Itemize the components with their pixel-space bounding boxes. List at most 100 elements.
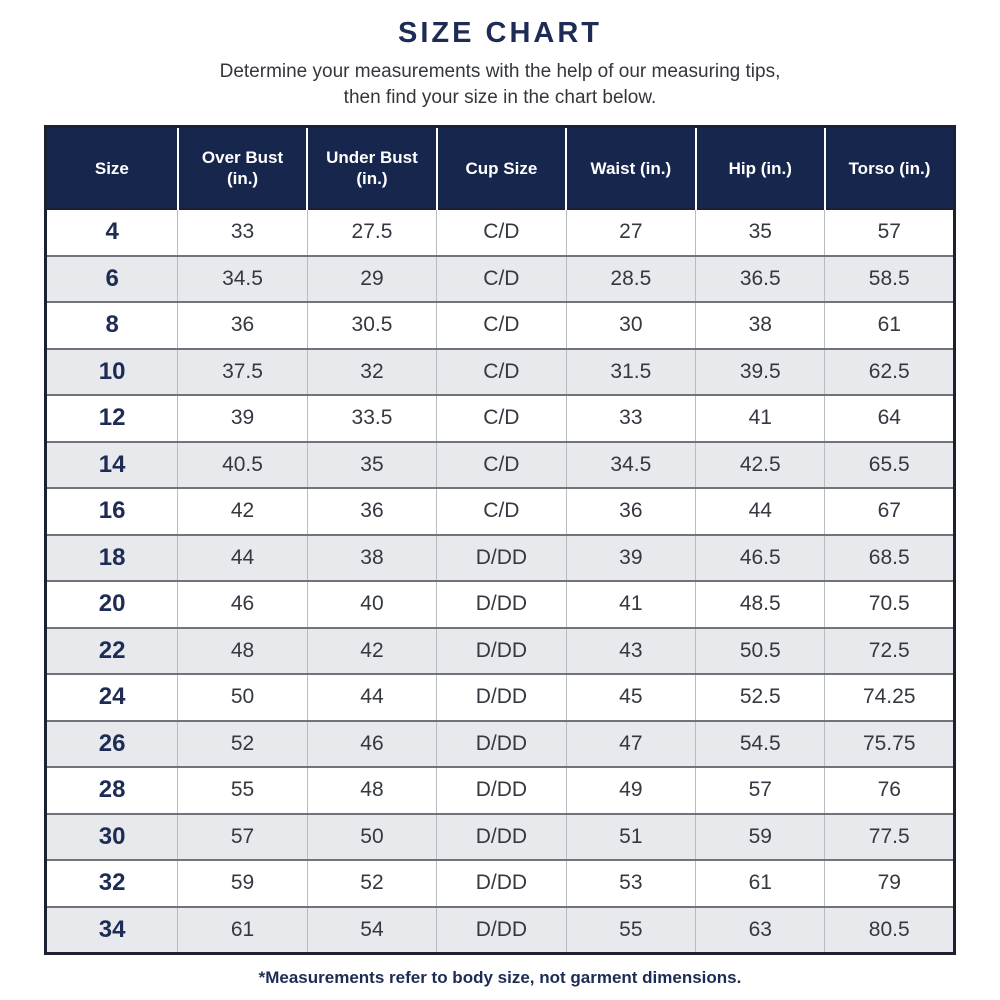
header-cell-size: Size [45, 126, 178, 209]
table-cell: 37.5 [177, 347, 308, 395]
table-cell: 79 [824, 859, 955, 907]
table-cell: 34.5 [565, 440, 696, 488]
header-cell-hip-in: Hip (in.) [694, 126, 825, 209]
size-cell: 4 [45, 208, 178, 256]
table-cell: 35 [306, 440, 437, 488]
table-cell: 47 [565, 719, 696, 767]
table-cell: 54 [306, 905, 437, 954]
table-cell: 51 [565, 812, 696, 860]
table-cell: 62.5 [824, 347, 955, 395]
header-cell-cup-size: Cup Size [435, 126, 567, 209]
table-cell: 52.5 [695, 673, 825, 721]
table-cell: 46.5 [695, 533, 825, 581]
table-cell: 50 [306, 812, 437, 860]
table-cell: 49 [565, 766, 696, 814]
table-cell: 80.5 [824, 905, 955, 954]
table-cell: 33 [565, 394, 696, 442]
size-cell: 24 [45, 673, 178, 721]
header-cell-under-bust-in: Under Bust (in.) [306, 126, 437, 209]
table-cell: 75.75 [824, 719, 955, 767]
table-cell: 55 [177, 766, 308, 814]
size-chart-table-container: Size Over Bust (in.) Under Bust (in.) Cup S… [44, 125, 956, 955]
size-cell: 14 [45, 440, 178, 488]
table-cell: 64 [824, 394, 955, 442]
table-cell: 52 [306, 859, 437, 907]
table-cell: C/D [436, 208, 567, 256]
table-cell: 36 [177, 301, 308, 349]
table-row: 16 42 36 C/D 36 44 67 [45, 487, 955, 535]
table-cell: 46 [177, 580, 308, 628]
table-cell: D/DD [436, 673, 567, 721]
table-cell: 65.5 [824, 440, 955, 488]
table-cell: 29 [306, 254, 437, 302]
size-chart-table: Size Over Bust (in.) Under Bust (in.) Cup S… [44, 125, 956, 955]
table-cell: 45 [565, 673, 696, 721]
footnote: *Measurements refer to body size, not ga… [258, 968, 742, 987]
table-cell: C/D [436, 301, 567, 349]
table-cell: 36 [306, 487, 437, 535]
table-cell: 74.25 [824, 673, 955, 721]
table-cell: 72.5 [824, 626, 955, 674]
subtitle-line-2: then find your size in the chart below. [343, 87, 657, 108]
table-row: 20 46 40 D/DD 41 48.5 70.5 [45, 580, 955, 628]
table-cell: 39.5 [695, 347, 825, 395]
table-row: 4 33 27.5 C/D 27 35 57 [45, 208, 955, 256]
table-cell: 61 [177, 905, 308, 954]
table-cell: 41 [565, 580, 696, 628]
size-cell: 20 [45, 580, 178, 628]
table-cell: 38 [306, 533, 437, 581]
table-row: 24 50 44 D/DD 45 52.5 74.25 [45, 673, 955, 721]
table-cell: D/DD [436, 812, 567, 860]
table-row: 22 48 42 D/DD 43 50.5 72.5 [45, 626, 955, 674]
size-cell: 26 [45, 719, 178, 767]
table-cell: 59 [177, 859, 308, 907]
table-cell: 42.5 [695, 440, 825, 488]
table-cell: 32 [306, 347, 437, 395]
table-cell: 48 [177, 626, 308, 674]
header-row: Size Over Bust (in.) Under Bust (in.) Cup S… [45, 126, 955, 209]
table-cell: 34.5 [177, 254, 308, 302]
subtitle-line-1: Determine your measurements with the hel… [219, 61, 781, 82]
table-cell: 28.5 [565, 254, 696, 302]
table-row: 14 40.5 35 C/D 34.5 42.5 65.5 [45, 440, 955, 488]
table-cell: 36 [565, 487, 696, 535]
size-cell: 22 [45, 626, 178, 674]
table-cell: 50 [177, 673, 308, 721]
table-row: 8 36 30.5 C/D 30 38 61 [45, 301, 955, 349]
table-row: 28 55 48 D/DD 49 57 76 [45, 766, 955, 814]
table-cell: 46 [306, 719, 437, 767]
table-cell: D/DD [436, 626, 567, 674]
table-cell: 40 [306, 580, 437, 628]
table-cell: 44 [177, 533, 308, 581]
header-cell-waist-in: Waist (in.) [565, 126, 696, 209]
table-cell: 40.5 [177, 440, 308, 488]
table-cell: 38 [695, 301, 825, 349]
table-cell: D/DD [436, 580, 567, 628]
page-title: SIZE CHART [398, 17, 602, 49]
table-cell: 53 [565, 859, 696, 907]
table-cell: 41 [695, 394, 825, 442]
table-cell: 27.5 [306, 208, 437, 256]
table-cell: D/DD [436, 905, 567, 954]
table-cell: C/D [436, 394, 567, 442]
table-row: 6 34.5 29 C/D 28.5 36.5 58.5 [45, 254, 955, 302]
table-cell: 77.5 [824, 812, 955, 860]
table-row: 10 37.5 32 C/D 31.5 39.5 62.5 [45, 347, 955, 395]
table-cell: 54.5 [695, 719, 825, 767]
table-row: 18 44 38 D/DD 39 46.5 68.5 [45, 533, 955, 581]
table-row: 30 57 50 D/DD 51 59 77.5 [45, 812, 955, 860]
table-cell: 55 [565, 905, 696, 954]
size-cell: 34 [45, 905, 178, 954]
table-cell: 68.5 [824, 533, 955, 581]
table-cell: 31.5 [565, 347, 696, 395]
table-header: Size Over Bust (in.) Under Bust (in.) Cup S… [45, 126, 955, 209]
table-row: 12 39 33.5 C/D 33 41 64 [45, 394, 955, 442]
table-cell: 61 [695, 859, 825, 907]
table-cell: 67 [824, 487, 955, 535]
table-cell: 36.5 [695, 254, 825, 302]
size-cell: 18 [45, 533, 178, 581]
size-cell: 12 [45, 394, 178, 442]
table-cell: 48.5 [695, 580, 825, 628]
header-cell-over-bust-in: Over Bust (in.) [176, 126, 308, 209]
